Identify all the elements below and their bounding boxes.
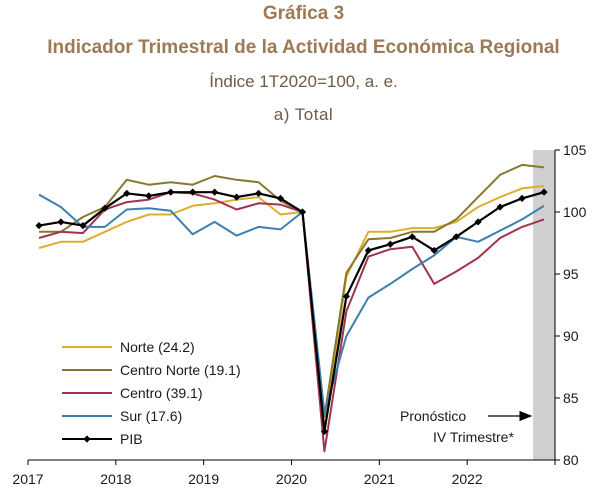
pib-point	[35, 222, 43, 230]
pib-point	[298, 208, 307, 216]
x-tick-label: 2019	[188, 471, 219, 487]
y-tick-label: 95	[563, 266, 579, 282]
legend-label-centro: Centro (39.1)	[120, 385, 202, 401]
y-tick-label: 90	[563, 328, 579, 344]
legend-label-sur: Sur (17.6)	[120, 408, 182, 424]
x-tick-label: 2018	[100, 471, 131, 487]
series-line-centro	[38, 191, 545, 453]
index-note: Índice 1T2020=100, a. e.	[209, 72, 398, 91]
pib-point	[474, 218, 482, 226]
series-line-norte	[38, 185, 545, 430]
legend-label-centro-norte: Centro Norte (19.1)	[120, 362, 241, 378]
x-tick-label: 2017	[12, 471, 43, 487]
pib-point	[408, 233, 416, 241]
pib-point	[167, 188, 175, 196]
pib-point	[320, 427, 329, 436]
forecast-annotation-line2: IV Trimestre*	[433, 429, 514, 445]
pib-point	[145, 192, 153, 200]
pib-point	[452, 233, 460, 241]
x-tick-label: 2021	[364, 471, 395, 487]
pib-point	[233, 193, 241, 201]
pib-point	[101, 204, 109, 212]
pib-point	[364, 246, 372, 255]
y-tick-label: 85	[563, 390, 579, 406]
pib-point	[518, 194, 526, 202]
legend-label-norte: Norte (24.2)	[120, 339, 195, 355]
pib-point	[211, 188, 219, 196]
pib-point	[254, 189, 263, 197]
series-line-sur	[38, 193, 545, 414]
series-line-pib	[38, 191, 545, 433]
y-tick-label: 105	[563, 142, 587, 158]
chart-subtitle: Indicador Trimestral de la Actividad Eco…	[47, 37, 560, 58]
pib-point	[496, 203, 504, 211]
x-tick-label: 2022	[452, 471, 483, 487]
pib-point	[123, 189, 131, 197]
legend-label-pib: PIB	[120, 431, 143, 447]
pib-point	[189, 188, 197, 196]
panel-label: a) Total	[273, 105, 334, 124]
forecast-shading	[533, 150, 555, 460]
chart-title: Gráfica 3	[262, 3, 345, 24]
pib-point	[386, 240, 394, 248]
pib-point	[57, 218, 65, 226]
pib-point	[79, 222, 87, 230]
y-tick-label: 80	[563, 452, 579, 468]
pib-point	[540, 188, 548, 196]
pib-point	[276, 194, 285, 202]
pib-point	[342, 292, 350, 300]
x-tick-label: 2020	[276, 471, 307, 487]
y-tick-label: 100	[563, 204, 587, 220]
legend-marker	[83, 435, 91, 443]
forecast-annotation-line1: Pronóstico	[400, 408, 466, 424]
pib-point	[430, 246, 438, 255]
